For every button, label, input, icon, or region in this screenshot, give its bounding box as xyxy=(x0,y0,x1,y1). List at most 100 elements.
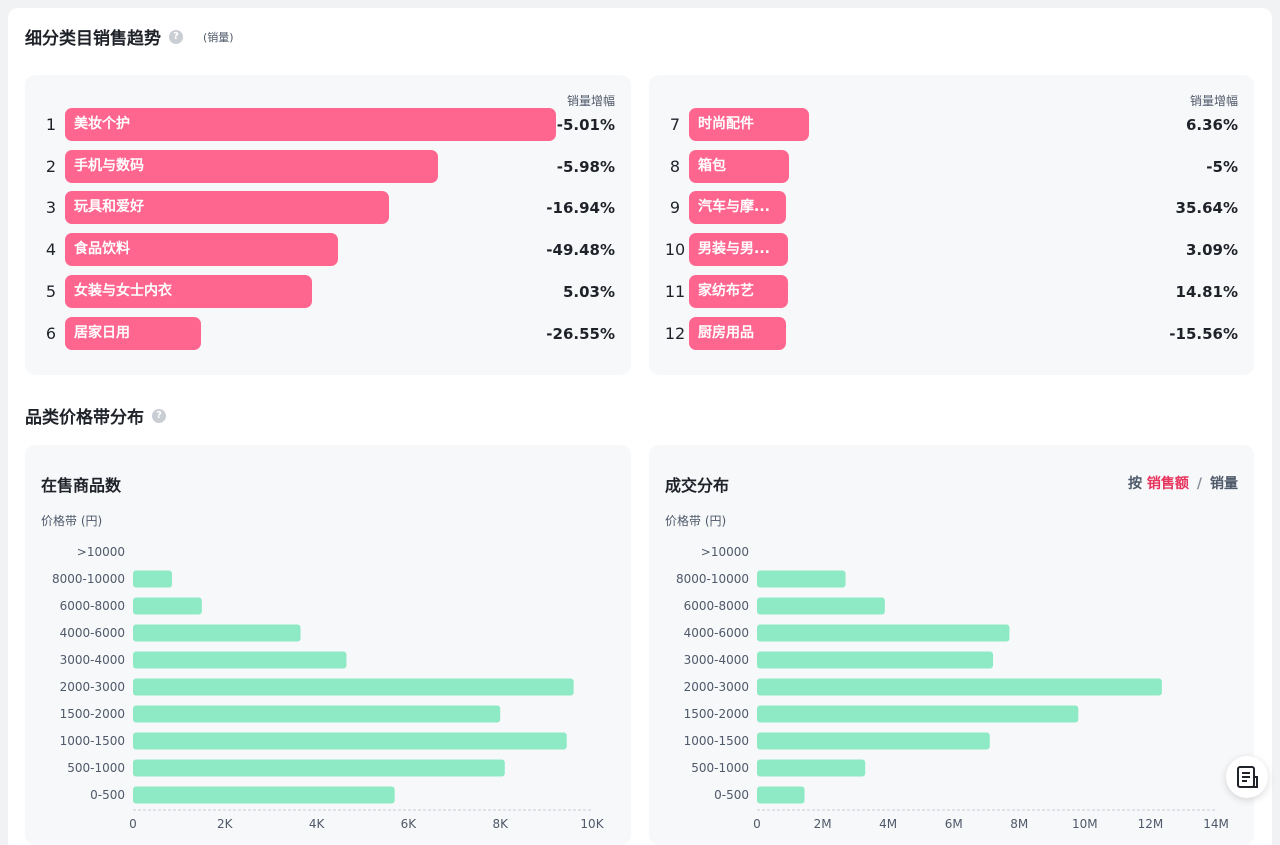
y-tick-label: 2000-3000 xyxy=(684,680,749,694)
y-tick-label: 1500-2000 xyxy=(60,707,125,721)
x-tick-label: 4M xyxy=(879,817,897,831)
section-title-trend: 细分类目销售趋势 ? (销量) xyxy=(25,24,234,49)
growth-value: -16.94% xyxy=(546,199,615,218)
y-axis-label: 价格带 (円) xyxy=(665,514,727,528)
price-band-bar[interactable] xyxy=(757,732,990,750)
category-bar[interactable]: 时尚配件 xyxy=(689,108,810,141)
x-tick-label: 8M xyxy=(1010,817,1028,831)
category-bar[interactable]: 厨房用品 xyxy=(689,316,787,350)
category-bar[interactable]: 美妆个护 xyxy=(65,108,556,141)
category-bar[interactable]: 男装与男... xyxy=(689,233,789,267)
rank-number: 8 xyxy=(669,156,681,176)
listings-chart: >10000 8000-10000 6000-8000 4000-6000 3000-4… xyxy=(52,545,605,831)
category-bar[interactable]: 食品饮料 xyxy=(65,233,338,267)
category-bar[interactable]: 玩具和爱好 xyxy=(65,191,390,225)
y-tick-label: 6000-8000 xyxy=(60,599,125,613)
growth-value: -15.56% xyxy=(1169,324,1238,343)
growth-value: -26.55% xyxy=(546,324,615,343)
category-bar[interactable]: 箱包 xyxy=(689,149,790,183)
ranking-row[interactable]: 7 时尚配件 6.36% xyxy=(658,108,1238,142)
sales-chart: >10000 8000-10000 6000-8000 4000-6000 3000-4… xyxy=(676,545,1229,831)
price-band-bar[interactable] xyxy=(757,597,885,615)
y-tick-label: 3000-4000 xyxy=(60,653,125,667)
y-tick-label: 4000-6000 xyxy=(60,626,125,640)
ranking-row[interactable]: 6 居家日用 -26.55% xyxy=(34,316,615,351)
rank-number: 12 xyxy=(664,323,686,343)
price-band-bar[interactable] xyxy=(133,570,173,588)
column-header-growth: 销量增幅 xyxy=(566,94,615,108)
y-tick-label: 0-500 xyxy=(90,788,125,802)
price-band-bar[interactable] xyxy=(133,651,347,669)
price-band-bar[interactable] xyxy=(757,570,846,588)
price-band-bar[interactable] xyxy=(133,759,505,777)
trend-title-text: 细分类目销售趋势 xyxy=(25,29,161,49)
x-tick-label: 6M xyxy=(945,817,963,831)
chart-title-sales: 成交分布 xyxy=(665,476,730,495)
ranking-row[interactable]: 3 玩具和爱好 -16.94% xyxy=(34,191,615,225)
ranking-row[interactable]: 12 厨房用品 -15.56% xyxy=(658,316,1238,351)
ranking-row[interactable]: 5 女装与女士内衣 5.03% xyxy=(34,274,615,309)
ranking-row[interactable]: 9 汽车与摩... 35.64% xyxy=(658,191,1238,225)
y-tick-label: >10000 xyxy=(77,545,125,559)
x-tick-label: 14M xyxy=(1203,817,1229,831)
price-band-title-text: 品类价格带分布 xyxy=(25,408,144,428)
x-tick-label: 0 xyxy=(129,817,137,831)
unit-note: (销量) xyxy=(203,30,234,44)
x-tick-label: 10K xyxy=(580,817,604,831)
growth-value: -5.98% xyxy=(556,157,615,176)
price-band-bar[interactable] xyxy=(757,624,1010,642)
category-bar[interactable]: 家纺布艺 xyxy=(689,274,789,308)
growth-value: 5.03% xyxy=(562,282,615,301)
x-tick-label: 10M xyxy=(1072,817,1098,831)
price-band-bar[interactable] xyxy=(133,597,202,615)
y-tick-label: 4000-6000 xyxy=(684,626,749,640)
price-band-bar[interactable] xyxy=(757,705,1079,723)
column-header-growth: 销量增幅 xyxy=(1189,94,1238,108)
rank-number: 6 xyxy=(45,323,57,343)
price-band-bar[interactable] xyxy=(133,678,574,696)
rank-number: 11 xyxy=(664,281,686,301)
chart-panel-listings: 在售商品数 价格带 (円) >10000 8000-10000 6000-8000 4… xyxy=(25,445,631,845)
document-button[interactable] xyxy=(1226,756,1268,798)
price-band-bar[interactable] xyxy=(133,732,567,750)
category-bar[interactable]: 汽车与摩... xyxy=(689,191,787,225)
x-tick-label: 4K xyxy=(309,817,326,831)
category-bar[interactable]: 手机与数码 xyxy=(65,149,439,183)
price-band-bar[interactable] xyxy=(757,786,805,804)
growth-value: 6.36% xyxy=(1185,116,1238,134)
ranking-row[interactable]: 8 箱包 -5% xyxy=(658,149,1238,184)
category-bar[interactable]: 女装与女士内衣 xyxy=(65,274,312,308)
growth-value: -49.48% xyxy=(546,241,615,260)
y-tick-label: 2000-3000 xyxy=(60,680,125,694)
growth-value: 35.64% xyxy=(1175,199,1238,218)
ranking-row[interactable]: 2 手机与数码 -5.98% xyxy=(34,149,615,184)
ranking-row[interactable]: 4 食品饮料 -49.48% xyxy=(34,233,615,267)
price-band-bar[interactable] xyxy=(133,705,501,723)
price-band-bar[interactable] xyxy=(757,651,994,669)
help-icon[interactable]: ? xyxy=(152,408,166,423)
ranking-row[interactable]: 11 家纺布艺 14.81% xyxy=(658,274,1238,309)
toggle-option-sales-volume[interactable]: 销量 xyxy=(1210,476,1238,492)
x-tick-label: 12M xyxy=(1138,817,1164,831)
rank-number: 4 xyxy=(45,240,57,260)
growth-value: 14.81% xyxy=(1175,282,1238,301)
y-tick-label: 1000-1500 xyxy=(684,734,749,748)
help-icon[interactable]: ? xyxy=(169,29,183,44)
price-band-bar[interactable] xyxy=(757,678,1162,696)
y-tick-label: 500-1000 xyxy=(67,761,125,775)
y-tick-label: 3000-4000 xyxy=(684,653,749,667)
y-tick-label: 8000-10000 xyxy=(676,572,749,586)
toggle-prefix: 按 xyxy=(1128,476,1142,492)
toggle-option-sales-amount[interactable]: 销售额 xyxy=(1146,476,1189,492)
document-icon xyxy=(1237,766,1258,788)
y-tick-label: 8000-10000 xyxy=(52,572,125,586)
price-band-bar[interactable] xyxy=(133,624,301,642)
ranking-row[interactable]: 1 美妆个护 -5.01% xyxy=(34,108,615,142)
price-band-bar[interactable] xyxy=(133,786,395,804)
growth-value: 3.09% xyxy=(1185,241,1238,260)
category-bar[interactable]: 居家日用 xyxy=(65,316,201,350)
price-band-bar[interactable] xyxy=(757,759,866,777)
ranking-row[interactable]: 10 男装与男... 3.09% xyxy=(658,233,1238,267)
metric-toggle: 按 销售额 / 销量 xyxy=(1128,473,1238,493)
rank-number: 7 xyxy=(669,115,681,134)
